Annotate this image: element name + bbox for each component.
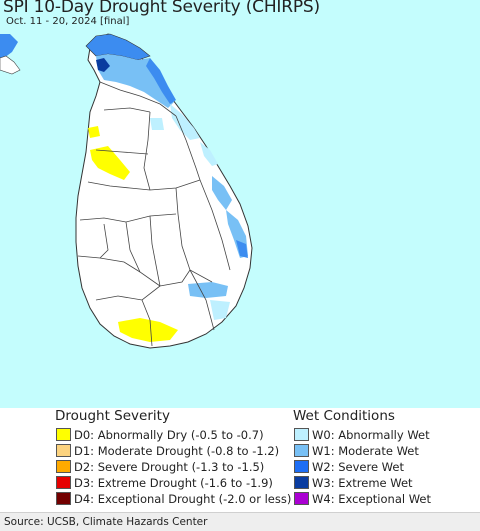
wet-w0-south bbox=[210, 300, 230, 320]
legend-item-w1: W1: Moderate Wet bbox=[294, 443, 419, 458]
legend: Drought Severity Wet Conditions D0: Abno… bbox=[0, 408, 480, 512]
wet-legend-heading: Wet Conditions bbox=[293, 408, 395, 424]
india-land bbox=[0, 55, 21, 75]
wet-w0-east-a bbox=[200, 142, 218, 166]
wet-w3-north bbox=[96, 58, 110, 72]
wet-w1-east bbox=[212, 176, 232, 210]
swatch-w2 bbox=[294, 460, 309, 473]
legend-item-d3: D3: Extreme Drought (-1.6 to -1.9) bbox=[56, 475, 273, 490]
legend-label-w4: W4: Exceptional Wet bbox=[312, 491, 431, 506]
legend-item-d2: D2: Severe Drought (-1.3 to -1.5) bbox=[56, 459, 264, 474]
legend-label-w2: W2: Severe Wet bbox=[312, 459, 404, 474]
footer-bar: Source: UCSB, Climate Hazards Center bbox=[0, 512, 480, 531]
swatch-d2 bbox=[56, 460, 71, 473]
legend-item-w2: W2: Severe Wet bbox=[294, 459, 404, 474]
swatch-w4 bbox=[294, 492, 309, 505]
wet-w2-north bbox=[146, 58, 176, 104]
legend-label-w1: W1: Moderate Wet bbox=[312, 443, 419, 458]
legend-label-w0: W0: Abnormally Wet bbox=[312, 427, 430, 442]
legend-label-d1: D1: Moderate Drought (-0.8 to -1.2) bbox=[74, 443, 280, 458]
wet-w0-northeast bbox=[170, 104, 200, 140]
swatch-d3 bbox=[56, 476, 71, 489]
swatch-d4 bbox=[56, 492, 71, 505]
swatch-d1 bbox=[56, 444, 71, 457]
wet-w0-inland bbox=[150, 118, 164, 130]
legend-item-d4: D4: Exceptional Drought (-2.0 or less) bbox=[56, 491, 291, 506]
swatch-d0 bbox=[56, 428, 71, 441]
legend-item-w0: W0: Abnormally Wet bbox=[294, 427, 430, 442]
legend-label-d2: D2: Severe Drought (-1.3 to -1.5) bbox=[74, 459, 265, 474]
map-subtitle: Oct. 11 - 20, 2024 [final] bbox=[6, 16, 130, 27]
dry-d0-northwest bbox=[88, 126, 100, 138]
map-area: SPI 10-Day Drought Severity (CHIRPS) Oct… bbox=[0, 0, 480, 408]
dry-d0-puttalam bbox=[90, 146, 130, 180]
wet-w2-east bbox=[236, 240, 248, 258]
legend-item-w3: W3: Extreme Wet bbox=[294, 475, 413, 490]
legend-label-d4: D4: Exceptional Drought (-2.0 or less) bbox=[74, 491, 292, 506]
legend-label-w3: W3: Extreme Wet bbox=[312, 475, 413, 490]
india-coast bbox=[0, 34, 18, 60]
sri-lanka-map bbox=[0, 0, 480, 408]
swatch-w1 bbox=[294, 444, 309, 457]
source-credit: Source: UCSB, Climate Hazards Center bbox=[4, 516, 208, 528]
legend-label-d3: D3: Extreme Drought (-1.6 to -1.9) bbox=[74, 475, 273, 490]
legend-item-w4: W4: Exceptional Wet bbox=[294, 491, 431, 506]
wet-w1-southeast bbox=[188, 282, 228, 298]
dry-d0-south bbox=[118, 318, 178, 342]
swatch-w3 bbox=[294, 476, 309, 489]
map-title: SPI 10-Day Drought Severity (CHIRPS) bbox=[3, 0, 320, 17]
legend-label-d0: D0: Abnormally Dry (-0.5 to -0.7) bbox=[74, 427, 264, 442]
drought-legend-heading: Drought Severity bbox=[55, 408, 170, 424]
legend-item-d0: D0: Abnormally Dry (-0.5 to -0.7) bbox=[56, 427, 264, 442]
swatch-w0 bbox=[294, 428, 309, 441]
district-boundaries bbox=[77, 81, 231, 347]
legend-item-d1: D1: Moderate Drought (-0.8 to -1.2) bbox=[56, 443, 279, 458]
